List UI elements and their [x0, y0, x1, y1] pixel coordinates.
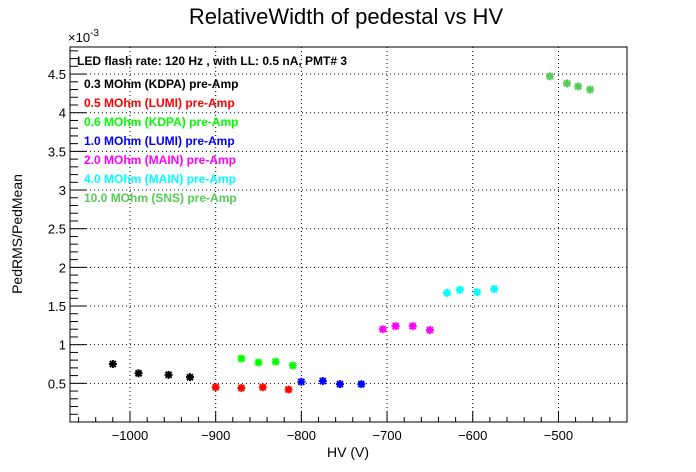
legend: LED flash rate: 120 Hz , with LL: 0.5 nA…: [77, 54, 347, 205]
y-tick-label: 1.5: [48, 299, 66, 314]
data-point: [258, 383, 267, 392]
data-point: [425, 325, 434, 334]
data-point: [357, 380, 366, 389]
series-2: [237, 354, 297, 370]
legend-entry: 0.5 MOhm (LUMI) pre-Amp: [84, 96, 235, 110]
series-6: [545, 72, 595, 94]
data-point: [237, 383, 246, 392]
x-axis-label: HV (V): [327, 444, 369, 460]
legend-entries: 0.3 MOhm (KDPA) pre-Amp 0.5 MOhm (LUMI) …: [84, 77, 238, 205]
data-point: [134, 369, 143, 378]
data-point: [318, 377, 327, 386]
data-point: [271, 357, 280, 366]
y-tick-label: 3.5: [48, 144, 66, 159]
series-1: [211, 383, 293, 394]
data-point: [185, 373, 194, 382]
data-point: [574, 82, 583, 91]
data-point: [378, 325, 387, 334]
data-point: [563, 79, 572, 88]
plot-frame: [69, 46, 628, 423]
data-points: [108, 72, 595, 394]
series-5: [443, 285, 499, 297]
legend-entry: 1.0 MOhm (LUMI) pre-Amp: [84, 134, 235, 148]
y-exponent-label: ×10-3: [68, 28, 99, 45]
x-tick-label: −1000: [112, 428, 149, 443]
data-point: [164, 370, 173, 379]
y-tick-label: 4.5: [48, 67, 66, 82]
data-point: [545, 72, 554, 81]
data-point: [490, 285, 499, 294]
data-point: [211, 383, 220, 392]
x-tick-label: −600: [458, 428, 487, 443]
data-point: [443, 288, 452, 297]
legend-entry: 0.3 MOhm (KDPA) pre-Amp: [84, 77, 238, 91]
legend-entry: 4.0 MOhm (MAIN) pre-Amp: [84, 172, 236, 186]
data-point: [254, 358, 263, 367]
data-point: [391, 322, 400, 331]
legend-header: LED flash rate: 120 Hz , with LL: 0.5 nA…: [77, 54, 347, 68]
x-tick-label: −500: [544, 428, 573, 443]
y-tick-label: 2: [59, 260, 66, 275]
data-point: [586, 85, 595, 94]
y-tick-label: 4: [59, 106, 66, 121]
data-point: [297, 377, 306, 386]
x-tick-label: −800: [287, 428, 316, 443]
legend-entry: 0.6 MOhm (KDPA) pre-Amp: [84, 115, 238, 129]
data-point: [237, 354, 246, 363]
legend-entry: 10.0 MOhm (SNS) pre-Amp: [84, 191, 237, 205]
data-point: [288, 361, 297, 370]
y-tick-label: 2.5: [48, 222, 66, 237]
y-tick-label: 1: [59, 338, 66, 353]
legend-entry: 2.0 MOhm (MAIN) pre-Amp: [84, 153, 236, 167]
x-tick-label: −700: [372, 428, 401, 443]
data-point: [284, 385, 293, 394]
series-4: [378, 322, 434, 334]
y-exponent-power: -3: [90, 28, 99, 39]
y-exponent-base: ×10: [68, 30, 90, 45]
axes: −1000 −900 −800 −700 −600 −500 0.5 1 1.5 2 2.5 3 3.5…: [48, 50, 628, 443]
data-point: [473, 288, 482, 297]
y-axis-label: PedRMS/PedMean: [9, 174, 25, 294]
series-3: [297, 377, 366, 389]
data-point: [335, 380, 344, 389]
data-point: [108, 360, 117, 369]
chart-title: RelativeWidth of pedestal vs HV: [189, 4, 504, 29]
grid-lines: [70, 47, 627, 422]
x-tick-label: −900: [201, 428, 230, 443]
data-point: [455, 285, 464, 294]
series-0: [108, 360, 194, 382]
data-point: [408, 322, 417, 331]
y-tick-label: 0.5: [48, 376, 66, 391]
y-tick-label: 3: [59, 183, 66, 198]
